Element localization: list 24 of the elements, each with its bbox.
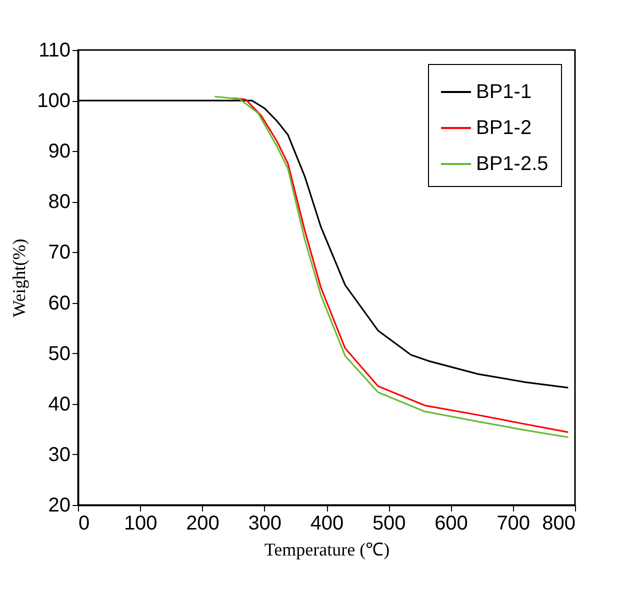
x-tick-label: 600 [434,512,468,534]
y-axis-title: Weight(%) [9,238,30,318]
y-tick-label: 110 [38,40,70,62]
y-tick-label: 60 [48,292,70,314]
x-tick-label: 100 [124,512,158,534]
y-tick-label: 30 [48,444,70,466]
x-tick-label: 500 [372,512,406,534]
y-tick-label: 100 [37,90,70,112]
y-tick-label: 70 [48,242,70,264]
x-tick-label: 200 [186,512,220,534]
x-tick-label: 700 [496,512,530,534]
legend-label: BP1-2.5 [476,153,548,175]
y-tick-label: 50 [48,342,70,365]
y-tick-label: 90 [48,140,70,163]
legend-label: BP1-2 [476,117,532,139]
x-axis-title: Temperature (℃) [264,540,390,560]
x-tick-label: 800 [542,512,576,534]
y-tick-label: 20 [48,494,70,516]
x-tick-label: 400 [310,512,344,534]
y-tick-label: 40 [48,393,70,416]
x-tick-label: 300 [248,512,282,534]
y-tick-label: 80 [48,191,70,214]
x-tick-label: 0 [78,512,90,534]
legend-label: BP1-1 [476,81,532,103]
